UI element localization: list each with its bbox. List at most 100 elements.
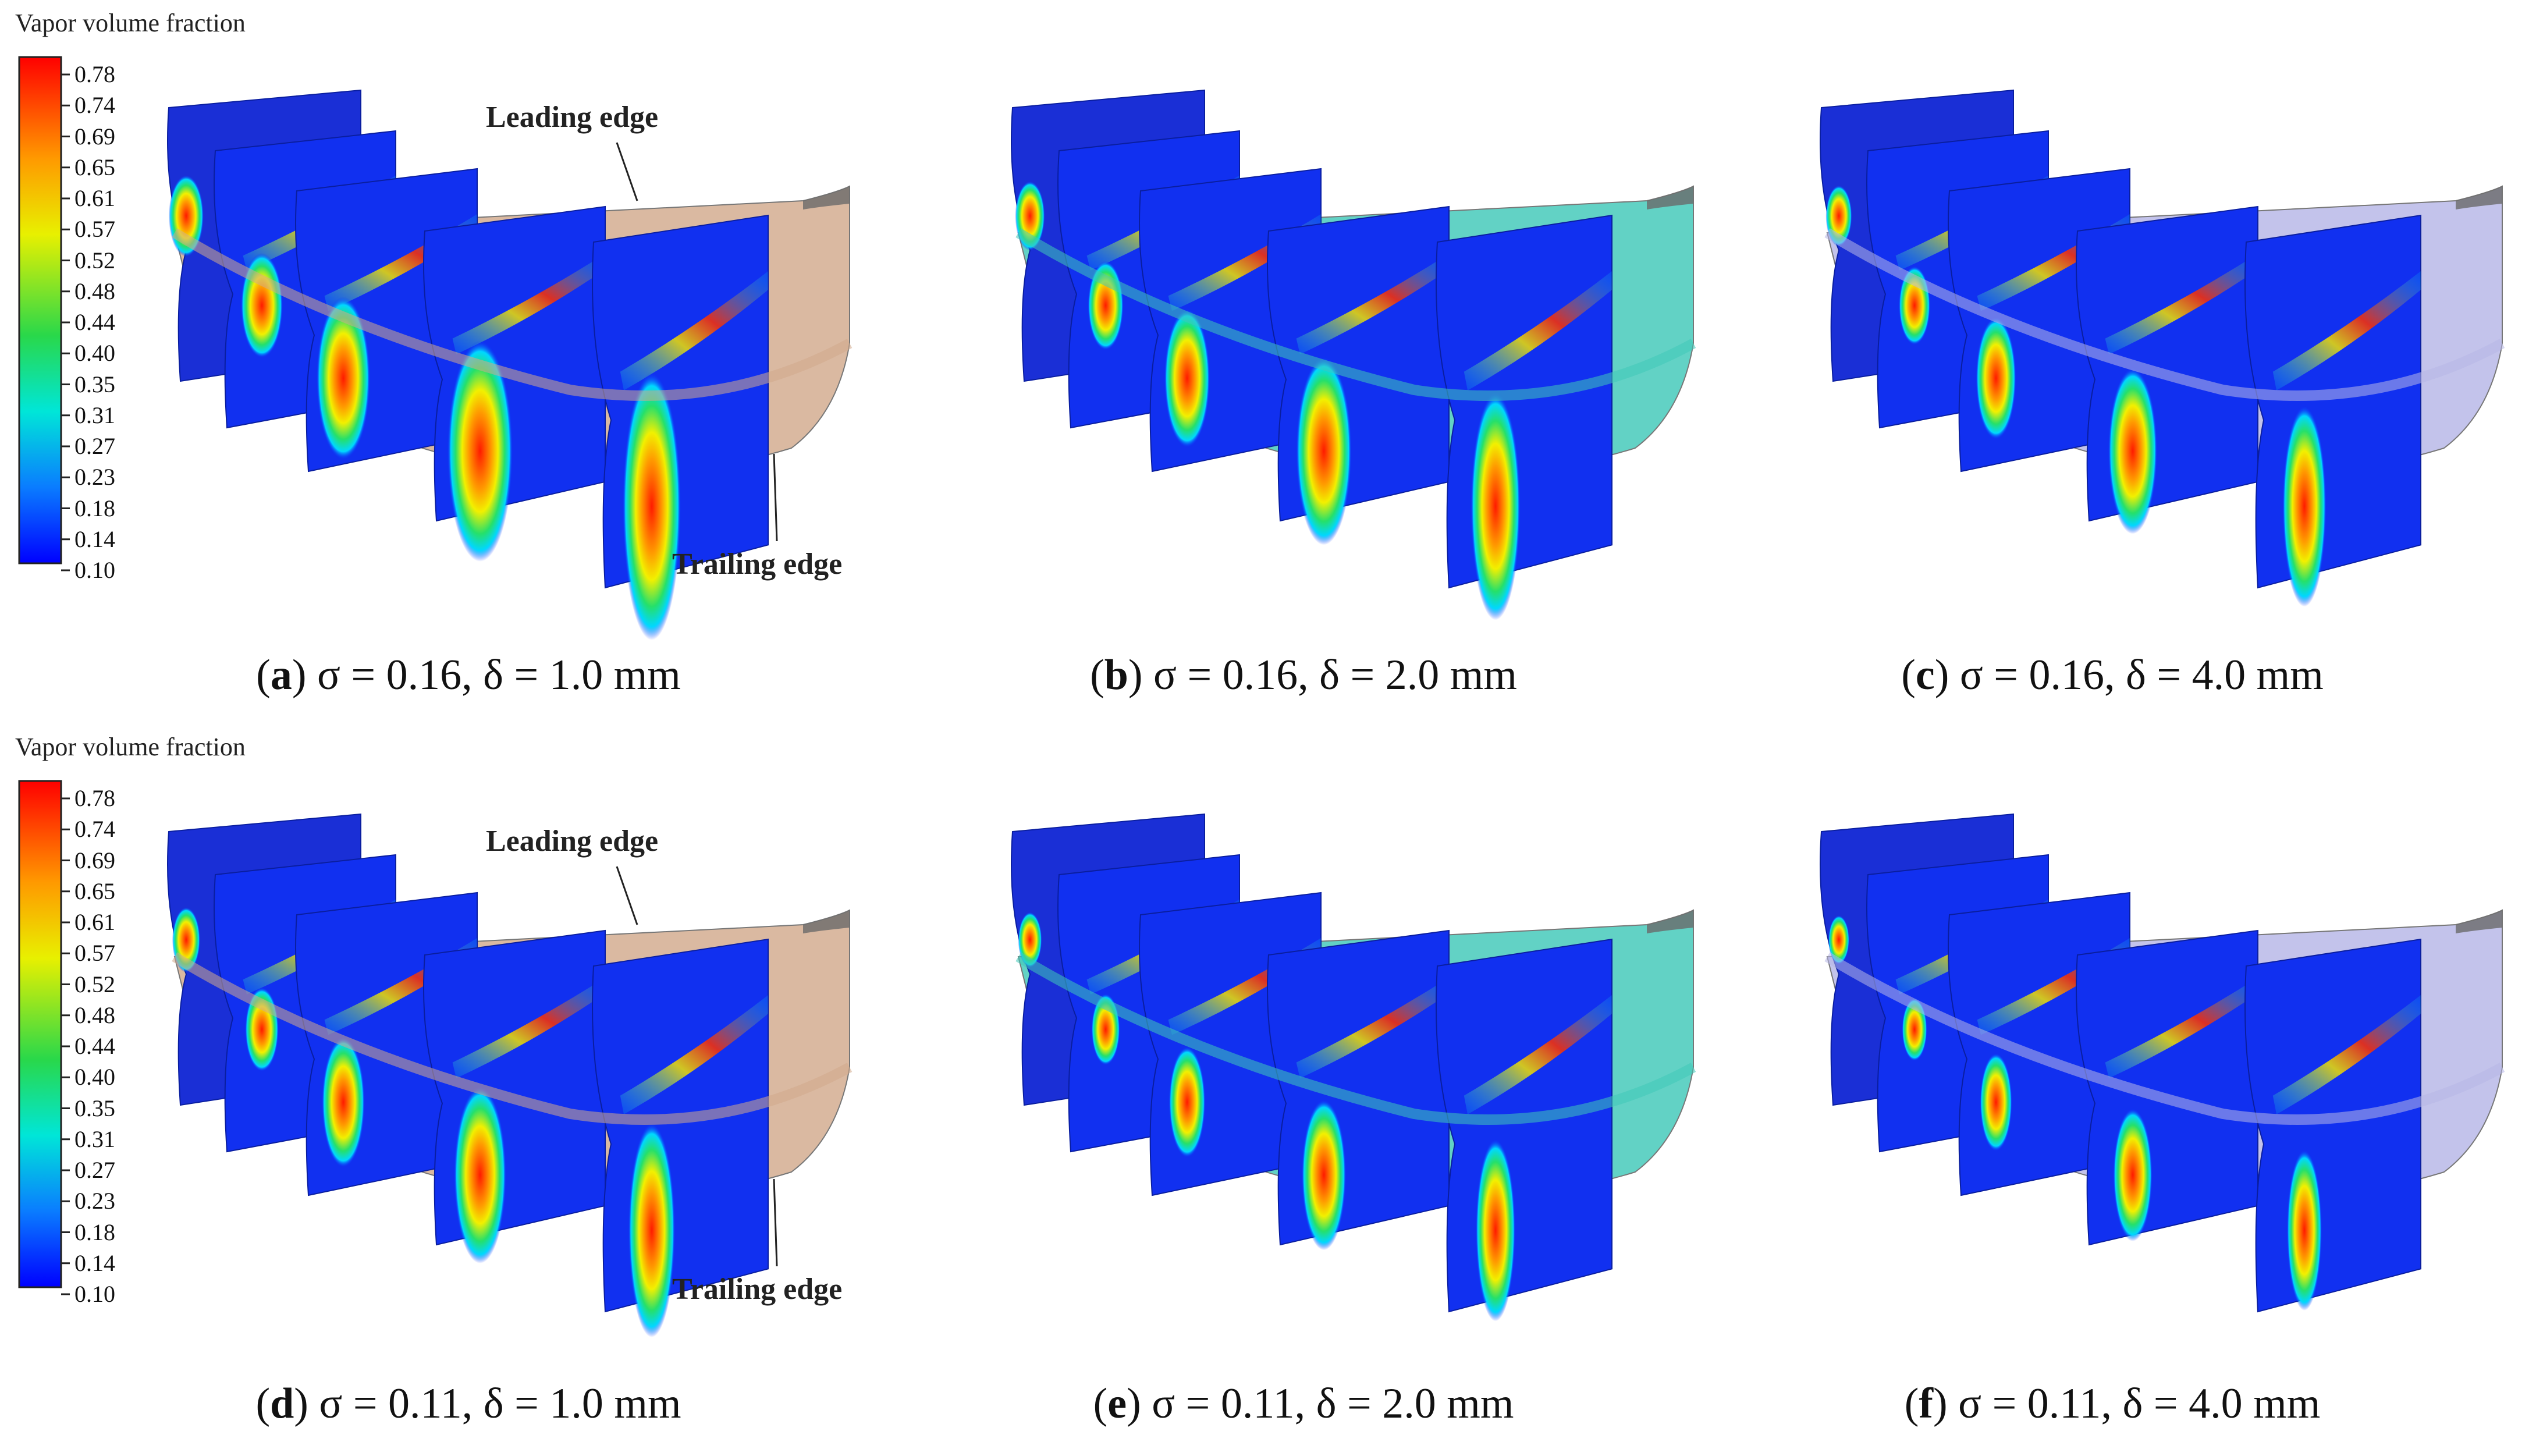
panel-b bbox=[1011, 89, 1696, 620]
cavitation-region bbox=[1296, 357, 1352, 545]
cavitation-region bbox=[1976, 317, 2016, 439]
cavitation-region bbox=[1902, 998, 1927, 1061]
tip-vortex-band bbox=[1464, 995, 1612, 1114]
section-plane-5 bbox=[592, 938, 769, 1337]
section-plane-4 bbox=[1267, 205, 1450, 545]
caption-f: (f) σ = 0.11, δ = 4.0 mm bbox=[1904, 1380, 2321, 1427]
plane-surface bbox=[2244, 938, 2421, 1313]
legend-tick-top: 0.31 bbox=[74, 402, 115, 428]
cavitation-region bbox=[1471, 392, 1521, 620]
cavitation-region bbox=[2287, 1150, 2322, 1311]
blade-tip-edge bbox=[1647, 186, 1693, 209]
cavitation-region bbox=[1168, 1046, 1206, 1158]
leader-line-trailing-bottom bbox=[773, 1178, 778, 1267]
plane-surface bbox=[2244, 214, 2421, 589]
legend-tick-top: 0.18 bbox=[74, 495, 115, 521]
blade-trailing-rim bbox=[1015, 228, 1696, 401]
cavitation-region bbox=[2113, 1109, 2153, 1241]
legend-tick-top: 0.52 bbox=[74, 247, 115, 274]
tip-vortex-band bbox=[620, 271, 768, 390]
legend-tick-top: 0.57 bbox=[74, 216, 115, 243]
panel-d bbox=[167, 813, 853, 1337]
legend-tick-bottom: 0.31 bbox=[74, 1125, 115, 1152]
section-plane-4 bbox=[2076, 205, 2258, 534]
plane-surface bbox=[1267, 929, 1450, 1246]
cavitation-region bbox=[1018, 912, 1042, 968]
panel-f bbox=[1820, 813, 2505, 1313]
leader-line-leading-bottom bbox=[616, 866, 638, 925]
section-plane-5 bbox=[2244, 214, 2421, 607]
plane-surface bbox=[1436, 938, 1612, 1313]
legend-title-top: Vapor volume fraction bbox=[15, 9, 246, 37]
legend-tick-bottom: 0.52 bbox=[74, 971, 115, 997]
legend-tick-top: 0.74 bbox=[74, 92, 115, 119]
colorbar-top bbox=[18, 56, 62, 564]
tip-vortex-band bbox=[2105, 254, 2258, 354]
blade-tip-edge bbox=[803, 186, 850, 209]
plane-surface bbox=[2076, 929, 2258, 1246]
blade-trailing-rim bbox=[1824, 228, 2505, 401]
section-plane-4 bbox=[2076, 929, 2258, 1246]
section-plane-5 bbox=[592, 214, 769, 640]
blade-tip-edge bbox=[2456, 186, 2502, 209]
legend-tick-top: 0.40 bbox=[74, 340, 115, 367]
tip-vortex-band bbox=[2105, 978, 2258, 1078]
legend-tick-top: 0.23 bbox=[74, 464, 115, 491]
plane-surface bbox=[592, 938, 769, 1313]
legend-tick-bottom: 0.65 bbox=[74, 878, 115, 904]
legend-tick-bottom: 0.14 bbox=[74, 1249, 115, 1276]
plane-surface bbox=[1267, 205, 1450, 522]
cavitation-region bbox=[2282, 406, 2327, 607]
section-plane-5 bbox=[1436, 938, 1612, 1322]
cavitation-region bbox=[1476, 1139, 1515, 1322]
blade-tip-edge bbox=[1647, 910, 1693, 933]
legend-tick-top: 0.14 bbox=[74, 525, 115, 552]
cavitation-region bbox=[322, 1037, 365, 1167]
section-plane-4 bbox=[1267, 929, 1450, 1251]
leading-edge-label-bottom: Leading edge bbox=[486, 825, 659, 858]
legend-tick-bottom: 0.23 bbox=[74, 1188, 115, 1214]
plane-surface bbox=[2076, 205, 2258, 522]
tip-vortex-band bbox=[2272, 271, 2421, 390]
legend-tick-top: 0.69 bbox=[74, 123, 115, 150]
tip-vortex-band bbox=[1464, 271, 1612, 390]
legend-tick-bottom: 0.10 bbox=[74, 1281, 115, 1307]
cavitation-region bbox=[317, 297, 370, 460]
plane-surface bbox=[423, 929, 606, 1246]
legend-tick-bottom: 0.74 bbox=[74, 816, 115, 843]
blade-trailing-rim bbox=[1015, 952, 1696, 1125]
legend-tick-top: 0.35 bbox=[74, 371, 115, 397]
section-plane-5 bbox=[1436, 214, 1612, 620]
blade-tip-edge bbox=[803, 910, 850, 933]
section-plane-5 bbox=[2244, 938, 2421, 1313]
legend-tick-top: 0.61 bbox=[74, 185, 115, 211]
cavitation-region bbox=[1301, 1099, 1347, 1251]
plane-surface bbox=[1436, 214, 1612, 589]
caption-d: (d) σ = 0.11, δ = 1.0 mm bbox=[255, 1380, 681, 1427]
tip-vortex-band bbox=[1296, 978, 1449, 1078]
caption-c: (c) σ = 0.16, δ = 4.0 mm bbox=[1901, 651, 2324, 699]
legend-tick-bottom: 0.57 bbox=[74, 940, 115, 967]
legend-tick-top: 0.48 bbox=[74, 278, 115, 304]
cavitation-region bbox=[454, 1086, 506, 1263]
cavitation-region bbox=[1164, 309, 1210, 448]
cavitation-region bbox=[2108, 368, 2157, 534]
panel-c bbox=[1820, 89, 2505, 607]
colorbar-bottom bbox=[18, 780, 62, 1288]
legend-tick-top: 0.65 bbox=[74, 154, 115, 180]
caption-e: (e) σ = 0.11, δ = 2.0 mm bbox=[1093, 1380, 1514, 1427]
section-plane-4 bbox=[423, 929, 606, 1263]
blade-trailing-rim bbox=[1824, 952, 2505, 1125]
tip-vortex-band bbox=[620, 995, 768, 1114]
leading-edge-label-top: Leading edge bbox=[486, 101, 659, 134]
cavitation-region bbox=[623, 372, 681, 640]
leader-line-trailing-top bbox=[773, 453, 778, 542]
cavitation-region bbox=[1828, 915, 1849, 964]
tip-vortex-band bbox=[2272, 995, 2421, 1114]
cavitation-region bbox=[628, 1123, 675, 1337]
tip-vortex-band bbox=[452, 254, 605, 354]
panel-e bbox=[1011, 813, 1696, 1322]
legend-tick-bottom: 0.35 bbox=[74, 1095, 115, 1121]
